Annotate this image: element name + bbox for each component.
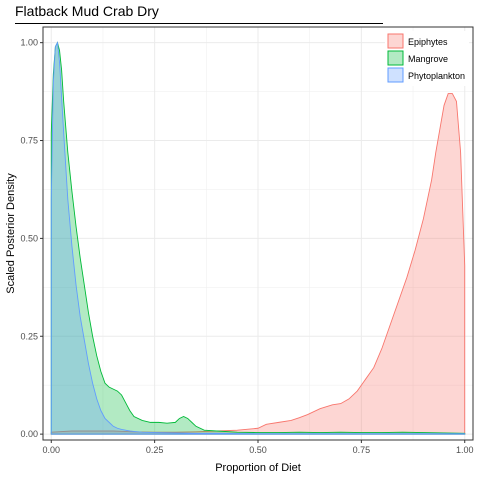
density-area-mangrove: [50, 41, 466, 435]
y-axis-title: Scaled Posterior Density: [5, 173, 17, 294]
density-area-phytoplankton: [50, 41, 466, 435]
legend-key-mangrove[interactable]: [387, 50, 404, 66]
legend-label-phytoplankton[interactable]: Phytoplankton: [408, 71, 465, 81]
y-tick-label: 1.00: [20, 38, 38, 48]
legend-key-phytoplankton[interactable]: [387, 67, 404, 83]
y-tick-label: 0.25: [20, 331, 38, 341]
x-tick-label: 1.00: [456, 445, 474, 455]
y-tick-label: 0.00: [20, 429, 38, 439]
x-tick-label: 0.75: [353, 445, 371, 455]
x-tick-label: 0.00: [43, 445, 61, 455]
y-tick-label: 0.50: [20, 233, 38, 243]
legend-label-mangrove[interactable]: Mangrove: [408, 54, 448, 64]
title-underline: [15, 23, 383, 24]
chart-title: Flatback Mud Crab Dry: [15, 3, 159, 19]
legend-label-epiphytes[interactable]: Epiphytes: [408, 37, 448, 47]
x-tick-label: 0.25: [146, 445, 164, 455]
legend-background: [385, 31, 469, 86]
x-tick-label: 0.50: [249, 445, 267, 455]
density-area-epiphytes: [50, 93, 466, 435]
x-axis-title: Proportion of Diet: [215, 462, 301, 474]
legend-key-epiphytes[interactable]: [387, 33, 404, 49]
y-tick-label: 0.75: [20, 136, 38, 146]
